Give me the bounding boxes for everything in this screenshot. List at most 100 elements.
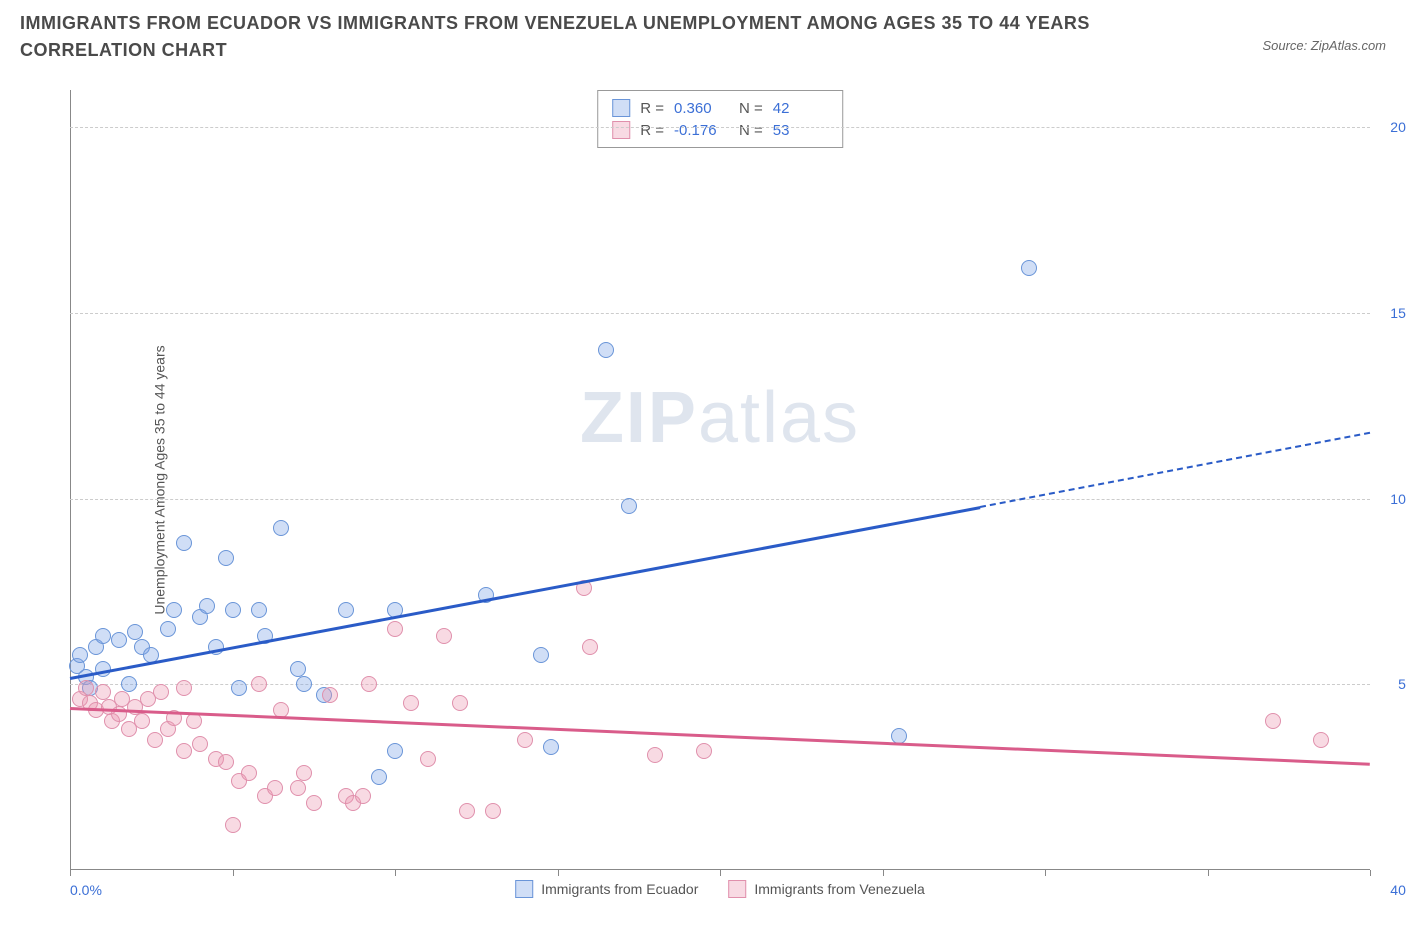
gridline (70, 127, 1370, 128)
scatter-point (147, 732, 163, 748)
scatter-point (387, 621, 403, 637)
scatter-point (371, 769, 387, 785)
scatter-point (696, 743, 712, 759)
scatter-point (306, 795, 322, 811)
page-title: IMMIGRANTS FROM ECUADOR VS IMMIGRANTS FR… (20, 10, 1120, 64)
trend-line (70, 707, 1370, 765)
scatter-point (322, 687, 338, 703)
scatter-point (251, 676, 267, 692)
y-tick-label: 20.0% (1390, 119, 1406, 135)
scatter-point (582, 639, 598, 655)
y-axis-line (70, 90, 71, 870)
scatter-point (176, 743, 192, 759)
scatter-point (338, 602, 354, 618)
scatter-point (355, 788, 371, 804)
scatter-point (452, 695, 468, 711)
scatter-point (543, 739, 559, 755)
legend-swatch (728, 880, 746, 898)
x-tick (1208, 870, 1209, 876)
scatter-point (134, 713, 150, 729)
watermark: ZIPatlas (580, 377, 860, 459)
scatter-point (176, 680, 192, 696)
stat-r-value: 0.360 (674, 100, 729, 117)
scatter-point (72, 647, 88, 663)
scatter-point (647, 747, 663, 763)
scatter-point (111, 632, 127, 648)
scatter-point (95, 628, 111, 644)
scatter-point (121, 676, 137, 692)
x-tick (1370, 870, 1371, 876)
x-tick (233, 870, 234, 876)
scatter-point (218, 754, 234, 770)
scatter-point (218, 550, 234, 566)
x-tick (70, 870, 71, 876)
stat-r-value: -0.176 (674, 122, 729, 139)
scatter-point (533, 647, 549, 663)
legend-swatch (515, 880, 533, 898)
x-axis-min-label: 0.0% (70, 882, 102, 898)
stats-row: R = 0.360 N = 42 (612, 97, 828, 119)
scatter-point (199, 598, 215, 614)
scatter-point (1021, 260, 1037, 276)
legend-label: Immigrants from Venezuela (754, 881, 924, 897)
scatter-point (403, 695, 419, 711)
scatter-point (387, 743, 403, 759)
bottom-legend: Immigrants from Ecuador Immigrants from V… (515, 880, 925, 898)
gridline (70, 499, 1370, 500)
scatter-point (290, 661, 306, 677)
x-axis-max-label: 40.0% (1390, 882, 1406, 898)
scatter-point (296, 765, 312, 781)
gridline (70, 313, 1370, 314)
legend-label: Immigrants from Ecuador (541, 881, 698, 897)
scatter-point (436, 628, 452, 644)
trend-line (980, 432, 1370, 508)
scatter-point (186, 713, 202, 729)
stat-n-label: N = (739, 122, 763, 139)
x-tick (558, 870, 559, 876)
scatter-point (296, 676, 312, 692)
stat-n-value: 42 (773, 100, 828, 117)
scatter-point (1265, 713, 1281, 729)
legend-item: Immigrants from Venezuela (728, 880, 924, 898)
scatter-point (598, 342, 614, 358)
x-tick (883, 870, 884, 876)
scatter-point (231, 680, 247, 696)
stat-n-label: N = (739, 100, 763, 117)
trend-line (70, 506, 980, 679)
x-tick (720, 870, 721, 876)
scatter-point (420, 751, 436, 767)
scatter-point (361, 676, 377, 692)
scatter-point (485, 803, 501, 819)
y-tick-label: 5.0% (1398, 676, 1406, 692)
scatter-point (192, 736, 208, 752)
scatter-chart: Unemployment Among Ages 35 to 44 years Z… (70, 90, 1370, 870)
scatter-point (95, 684, 111, 700)
y-tick-label: 15.0% (1390, 305, 1406, 321)
scatter-point (241, 765, 257, 781)
legend-swatch (612, 121, 630, 139)
stats-row: R =-0.176N =53 (612, 119, 828, 141)
source-attribution: Source: ZipAtlas.com (1262, 38, 1386, 53)
scatter-point (176, 535, 192, 551)
stat-n-value: 53 (773, 122, 828, 139)
stat-r-label: R = (640, 100, 664, 117)
scatter-point (1313, 732, 1329, 748)
scatter-point (267, 780, 283, 796)
scatter-point (127, 624, 143, 640)
scatter-point (225, 602, 241, 618)
legend-swatch (612, 99, 630, 117)
x-tick (395, 870, 396, 876)
scatter-point (78, 680, 94, 696)
scatter-point (459, 803, 475, 819)
y-tick-label: 10.0% (1390, 491, 1406, 507)
x-tick (1045, 870, 1046, 876)
scatter-point (273, 520, 289, 536)
scatter-point (290, 780, 306, 796)
legend-item: Immigrants from Ecuador (515, 880, 698, 898)
scatter-point (251, 602, 267, 618)
scatter-point (621, 498, 637, 514)
scatter-point (160, 621, 176, 637)
scatter-point (166, 602, 182, 618)
scatter-point (225, 817, 241, 833)
scatter-point (153, 684, 169, 700)
